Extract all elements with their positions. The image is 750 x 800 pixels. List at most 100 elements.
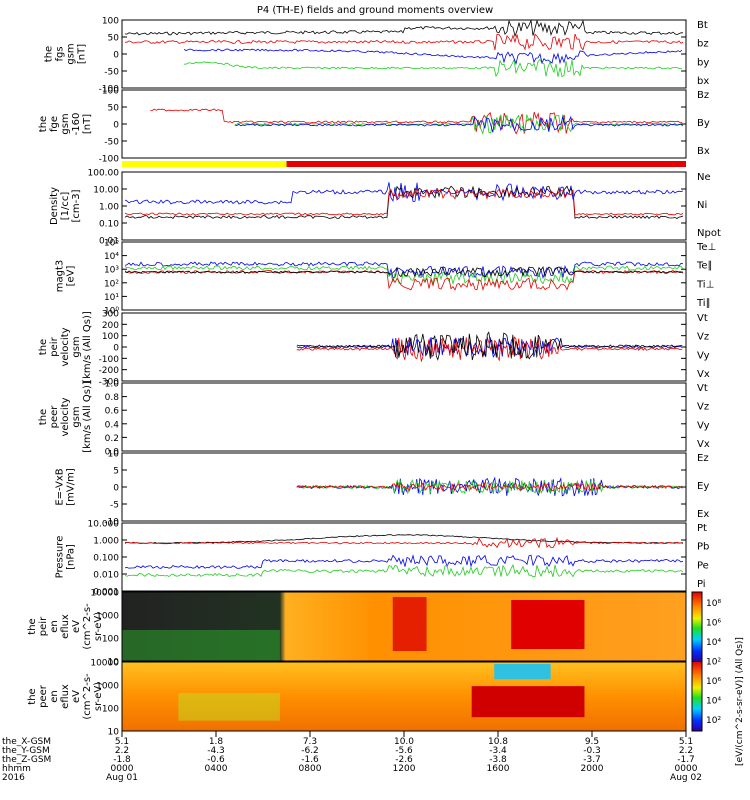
panel-peer-velocity: thepeervelocitygsm[km/s (All Qs)] 1.0 0.8 0…: [38, 380, 710, 458]
x-tick-value: -5.6: [395, 746, 413, 756]
y-axis-label-line: [eV]: [66, 266, 77, 287]
x-row-label: hhmm: [2, 764, 31, 774]
y-axis-label: magt3[eV]: [55, 260, 77, 293]
spectrogram-green-region: [122, 629, 280, 661]
series-ti-par: [124, 265, 684, 286]
x-tick-value: 10.8: [488, 737, 508, 747]
x-axis: the_X-GSMthe_Y-GSMthe_Z-GSMhhmm20165.12.…: [2, 731, 702, 783]
y-axis-label-line: eflux: [60, 614, 71, 639]
y-tick-label: 1.000: [93, 537, 119, 547]
legend-entry: Bz: [697, 90, 709, 101]
y-tick-label: 10⁴: [104, 252, 119, 262]
legend-entry: Vt: [697, 383, 708, 394]
legend-entry: Vx: [697, 369, 710, 380]
y-tick-label: 10000: [90, 659, 119, 669]
legend-entry: Bx: [697, 146, 710, 157]
x-tick-value: 10.0: [394, 737, 414, 747]
y-axis-label-line: peer: [49, 405, 60, 429]
series-npot: [124, 182, 684, 205]
y-axis-label: E=-VxB[mV/m]: [55, 468, 77, 506]
y-axis-label-line: peir: [49, 336, 60, 356]
y-tick-label: 0.100: [93, 554, 119, 564]
y-tick-label: 10: [108, 658, 120, 668]
legend-entry: Ni: [697, 200, 707, 211]
x-tick-value: -1.8: [113, 755, 131, 765]
series-ey: [296, 478, 683, 495]
y-axis-label-line: Density: [49, 187, 60, 225]
y-axis-label-line: the: [38, 339, 49, 355]
y-axis-label-line: gsm: [71, 336, 82, 357]
panel-frame: [121, 591, 687, 662]
y-axis-label-line: eV: [71, 690, 82, 703]
colorbar-tick-label: 10⁸: [706, 599, 721, 609]
y-tick-label: 0: [113, 484, 119, 494]
panel-region: [122, 161, 686, 167]
x-row-label: the_Z-GSM: [2, 755, 51, 765]
x-tick-value: 0000: [675, 764, 698, 774]
x-tick-value: -3.8: [489, 755, 507, 765]
colorbar-tick-label: 10⁴: [706, 638, 721, 648]
x-tick-value: 1200: [393, 764, 416, 774]
y-tick-label: 0.01: [99, 237, 119, 247]
series-ne: [124, 188, 684, 216]
x-tick-value: 1600: [487, 764, 510, 774]
y-tick-label: 100.00: [88, 169, 120, 179]
y-axis-label-line: E=-VxB: [55, 468, 66, 505]
y-tick-label: 0.10: [99, 220, 119, 230]
y-axis-label: thepeirvelocitygsm[km/s (All Qs)]: [38, 311, 93, 383]
chart-title: P4 (TH-E) fields and ground moments over…: [257, 5, 493, 16]
legend-entry: Vy: [697, 350, 710, 361]
colorbar-upper: [691, 591, 703, 662]
series-ez: [296, 481, 683, 493]
x-tick-value: 0800: [299, 764, 322, 774]
y-axis-label-line: gsm: [66, 43, 77, 64]
y-axis-label-line: sr-eV): [93, 682, 104, 711]
y-axis-label-line: eflux: [60, 684, 71, 709]
y-tick-label: 5: [113, 467, 119, 477]
y-tick-label: -5: [110, 501, 119, 511]
series-bx: [234, 115, 684, 133]
panel-density: Density[1/cc][cm-3] 100.00 10.00 1.00 0.10 0.…: [49, 169, 721, 247]
legend-entry: Pt: [697, 523, 707, 534]
x-tick-value: Aug 02: [670, 773, 702, 783]
x-tick-value: Aug 01: [106, 773, 138, 783]
y-axis-label: Density[1/cc][cm-3]: [49, 187, 82, 225]
y-tick-label: -50: [104, 138, 119, 148]
y-tick-label: -50: [104, 68, 119, 78]
series-ti-perp: [124, 261, 684, 280]
colorbar-tick-label: 10⁶: [706, 677, 721, 687]
y-tick-label: 1.00: [99, 203, 119, 213]
legend-entry: bz: [697, 39, 709, 50]
y-axis-label-line: en: [49, 620, 60, 633]
y-tick-label: 100: [102, 332, 119, 342]
y-tick-label: 100: [102, 635, 119, 645]
x-tick-value: 0000: [111, 764, 134, 774]
x-tick-value: -1.7: [677, 755, 695, 765]
y-tick-label: 0.8: [105, 393, 120, 403]
y-tick-label: 10²: [104, 279, 119, 289]
y-tick-label: 1000: [96, 612, 119, 622]
region-bar-yellow: [122, 161, 287, 167]
series-pb: [124, 536, 684, 549]
x-tick-value: 9.5: [585, 737, 599, 747]
legend-entry: Ey: [697, 481, 709, 492]
x-tick-value: 2000: [581, 764, 604, 774]
y-tick-label: 0: [113, 121, 119, 131]
x-tick-value: -6.2: [301, 746, 319, 756]
colorbar-label: [eV/(cm^2-s-sr-eV)] (All Qs)]: [735, 637, 745, 766]
y-axis-label-line: the: [27, 618, 38, 634]
legend-entry: Ne: [697, 172, 711, 183]
colorbar: 10⁸ 10⁶ 10⁴ 10² 10⁶ 10⁴ 10² [eV/(cm^2-s-sr-eV)]…: [691, 591, 745, 766]
x-tick-value: -3.4: [489, 746, 507, 756]
legend-entry: Vy: [697, 420, 710, 431]
y-tick-label: -100: [99, 155, 120, 165]
panel-frame: [121, 171, 687, 241]
y-axis-label: thefgegsm-160[nT]: [38, 113, 93, 136]
panel-frame: [121, 241, 687, 311]
spectrogram-green-region: [178, 693, 280, 721]
legend-entry: Vx: [697, 439, 710, 450]
y-axis-label-line: velocity: [60, 327, 71, 366]
panel-frame: [121, 522, 687, 592]
y-tick-label: 300: [102, 310, 119, 320]
legend-entry: Ti⊥: [696, 279, 714, 290]
